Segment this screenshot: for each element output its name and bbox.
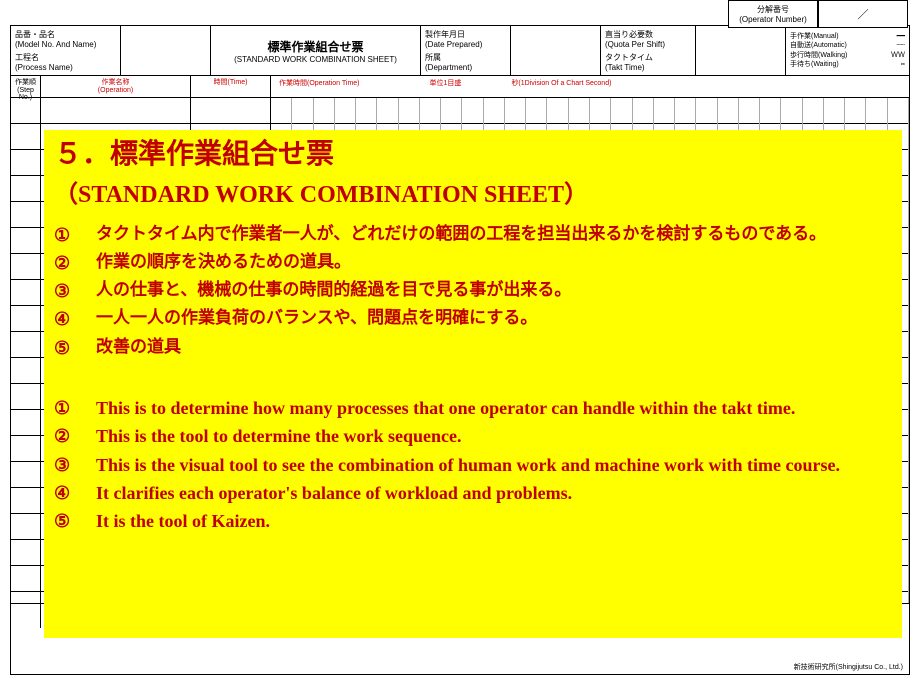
overlay-jp-item: ②作業の順序を決めるための道具。	[54, 251, 886, 275]
overlay-en-item: ⑤It is the tool of Kaizen.	[54, 509, 886, 533]
overlay-jp-item: ①タクトタイム内で作業者一人が、どれだけの範囲の工程を担当出来るかを検討するもの…	[54, 223, 886, 247]
header-row: 品番・品名 (Model No. And Name) 工程名 (Process …	[11, 26, 909, 76]
operator-number-value: ／	[818, 0, 908, 28]
explanation-overlay: ５．標準作業組合せ票 （STANDARD WORK COMBINATION SH…	[44, 130, 902, 638]
model-process-labels: 品番・品名 (Model No. And Name) 工程名 (Process …	[11, 26, 121, 75]
model-process-values	[121, 26, 211, 75]
col-step: 作業順 (Step No.)	[11, 76, 41, 97]
subheader-row: 作業順 (Step No.) 作業名称 (Operation) 時間(Time)…	[11, 76, 909, 98]
overlay-title-en: （STANDARD WORK COMBINATION SHEET）	[54, 174, 886, 209]
date-dept-values	[511, 26, 601, 75]
overlay-jp-item: ④一人一人の作業負荷のバランスや、問題点を明確にする。	[54, 307, 886, 331]
quota-takt-labels: 直当り必要数 (Quota Per Shift) タクトタイム (Takt Ti…	[601, 26, 696, 75]
date-dept-labels: 製作年月日 (Date Prepared) 所属 (Department)	[421, 26, 511, 75]
footer-note: 新技術研究所(Shingijutsu Co., Ltd.)	[794, 662, 903, 672]
overlay-en-item: ③This is the visual tool to see the comb…	[54, 453, 886, 477]
overlay-en-item: ①This is to determine how many processes…	[54, 396, 886, 420]
overlay-en-list: ①This is to determine how many processes…	[54, 396, 886, 533]
overlay-jp-list: ①タクトタイム内で作業者一人が、どれだけの範囲の工程を担当出来るかを検討するもの…	[54, 223, 886, 360]
quota-takt-values	[696, 26, 786, 75]
col-time: 時間(Time)	[191, 76, 271, 97]
col-chart-header: 作業時間(Operation Time) 単位1目盛 秒(1Division O…	[271, 76, 909, 97]
grid-row	[11, 98, 909, 124]
col-operation: 作業名称 (Operation)	[41, 76, 191, 97]
overlay-en-item: ②This is the tool to determine the work …	[54, 424, 886, 448]
overlay-en-item: ④It clarifies each operator's balance of…	[54, 481, 886, 505]
overlay-jp-item: ③人の仕事と、機械の仕事の時間的経過を目で見る事が出来る。	[54, 279, 886, 303]
sheet-title: 標準作業組合せ票 (STANDARD WORK COMBINATION SHEE…	[211, 26, 421, 75]
operator-number-label: 分解番号 (Operator Number)	[728, 0, 818, 28]
overlay-jp-item: ⑤改善の道具	[54, 336, 886, 360]
legend: 手作業(Manual)━━ 自動送(Automatic)┄┄ 歩行時間(Walk…	[786, 26, 909, 75]
overlay-title-jp: ５．標準作業組合せ票	[54, 138, 886, 172]
